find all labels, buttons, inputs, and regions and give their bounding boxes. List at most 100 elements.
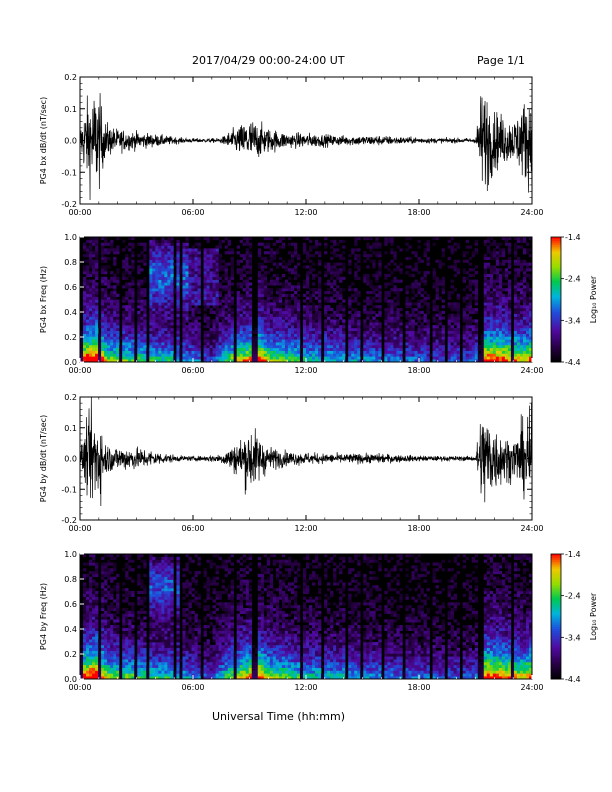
spectrogram-cell	[522, 305, 527, 309]
spectrogram-cell	[203, 350, 207, 354]
spectrogram-cell	[131, 350, 135, 354]
spectrogram-cell	[306, 356, 310, 360]
spectrogram-cell	[405, 344, 409, 349]
spectrogram-cell	[296, 256, 301, 261]
spectrogram-cell	[215, 259, 219, 263]
spectrogram-cell	[492, 330, 497, 334]
spectrogram-cell	[236, 308, 240, 312]
spectrogram-cell	[309, 333, 313, 337]
spectrogram-cell	[489, 308, 494, 312]
spectrogram-cell	[98, 356, 102, 360]
spectrogram-cell	[155, 302, 159, 306]
spectrogram-cell	[387, 282, 391, 286]
spectrogram-cell	[306, 237, 310, 241]
spectrogram-cell	[426, 239, 430, 243]
spectrogram-cell	[122, 271, 126, 275]
spectrogram-cell	[318, 347, 322, 351]
spectrogram-cell	[405, 333, 409, 337]
x-tick-label: 12:00	[294, 366, 317, 375]
spectrogram-cell	[197, 316, 201, 320]
colorbar-step	[551, 297, 561, 300]
spectrogram-cell	[339, 305, 343, 309]
spectrogram-cell	[128, 356, 132, 360]
spectrogram-cell	[257, 342, 262, 346]
spectrogram-cell	[468, 293, 473, 297]
spectrogram-cell	[167, 293, 171, 297]
spectrogram-cell	[405, 322, 409, 326]
spectrogram-cell	[489, 322, 494, 326]
spectrogram-cell	[287, 285, 292, 289]
spectrogram-cell	[498, 276, 503, 280]
spectrogram-cell	[516, 344, 521, 349]
spectrogram-cell	[266, 299, 271, 303]
y-tick-label: -0.2	[61, 200, 77, 209]
spectrogram-cell	[257, 313, 262, 317]
spectrogram-cell	[161, 254, 165, 258]
spectrogram-cell	[155, 248, 159, 252]
spectrogram-cell	[411, 308, 415, 312]
spectrogram-cell	[272, 333, 277, 337]
spectrogram-cell	[342, 276, 346, 280]
spectrogram-cell	[272, 350, 277, 354]
spectrogram-cell	[269, 347, 274, 351]
spectrogram-cell	[92, 659, 96, 663]
spectrogram-cell	[188, 265, 192, 269]
spectrogram-cell	[426, 333, 430, 337]
spectrogram-cell	[245, 313, 250, 317]
spectrogram-cell	[209, 293, 213, 297]
spectrogram-cell	[519, 353, 524, 357]
spectrogram-cell	[378, 262, 382, 266]
spectrogram-cell	[309, 322, 313, 326]
spectrogram-cell	[83, 299, 87, 303]
spectrogram-cell	[318, 359, 322, 363]
spectrogram-cell	[125, 299, 129, 303]
spectrogram-cell	[212, 276, 216, 280]
y-tick-label: 0.8	[64, 258, 77, 267]
spectrogram-cell	[110, 271, 114, 275]
spectrogram-cell	[101, 265, 105, 269]
spectrogram-cell	[387, 299, 391, 303]
spectrogram-cell	[92, 602, 96, 606]
spectrogram-cell	[221, 359, 225, 363]
spectrogram-cell	[86, 667, 90, 671]
spectrogram-cell	[227, 288, 231, 292]
spectrogram-cell	[269, 316, 274, 320]
spectrogram-cell	[315, 310, 319, 314]
spectrogram-cell	[95, 342, 99, 346]
spectrogram-cell	[221, 350, 225, 354]
spectrogram-cell	[516, 310, 521, 314]
spectrogram-cell	[248, 319, 253, 323]
spectrogram-cell	[257, 325, 262, 329]
spectrogram-cell	[107, 296, 111, 300]
spectrogram-cell	[516, 273, 521, 278]
spectrogram-cell	[92, 596, 96, 600]
spectrogram-cell	[453, 259, 457, 263]
spectrogram-cell	[435, 296, 439, 300]
spectrogram-cell	[257, 279, 262, 283]
spectrogram-cell	[131, 245, 135, 249]
spectrogram-cell	[399, 308, 403, 312]
spectrogram-cell	[492, 296, 497, 300]
spectrogram-cell	[417, 333, 421, 337]
spectrogram-cell	[260, 316, 265, 320]
spectrogram-cell	[312, 344, 316, 349]
spectrogram-cell	[194, 248, 198, 252]
y-axis-label: PG4 by dB/dt (nT/sec)	[39, 415, 48, 502]
spectrogram-cell	[447, 327, 451, 332]
spectrogram-cell	[125, 276, 129, 280]
spectrogram-cell	[348, 344, 352, 349]
spectrogram-cell	[212, 330, 216, 334]
spectrogram-cell	[357, 344, 361, 349]
spectrogram-cell	[218, 313, 222, 317]
spectrogram-cell	[507, 310, 512, 314]
y-tick-label: 1.0	[64, 233, 77, 242]
spectrogram-cell	[92, 327, 96, 332]
spectrogram-cell	[414, 350, 418, 354]
spectrogram-cell	[423, 347, 427, 351]
spectrogram-cell	[80, 673, 84, 677]
spectrogram-cell	[519, 330, 524, 334]
spectrogram-cell	[408, 353, 412, 357]
spectrogram-cell	[357, 359, 361, 363]
spectrogram-cell	[92, 656, 96, 660]
spectrogram-cell	[384, 327, 388, 332]
